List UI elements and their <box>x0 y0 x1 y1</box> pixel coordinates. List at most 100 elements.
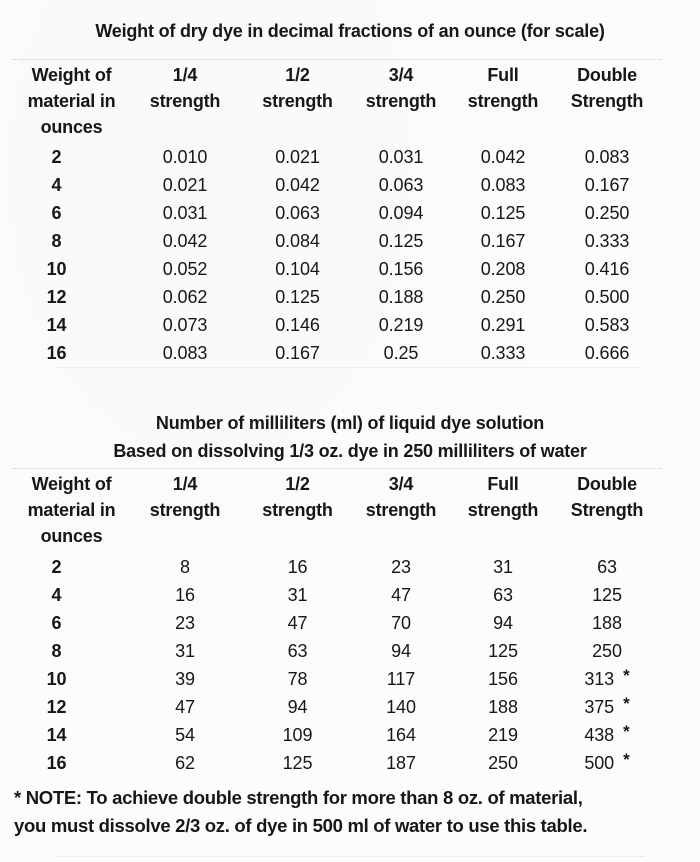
value-cell-with-asterisk: 375 * <box>554 693 660 721</box>
value-cell: 0.208 <box>480 259 526 279</box>
value-cell-with-asterisk: 500 * <box>554 749 660 777</box>
value-cell: 16 <box>175 585 195 605</box>
value-cell: 47 <box>391 585 411 605</box>
value-cell: 0.031 <box>162 203 208 223</box>
value-cell: 0.500 <box>584 287 630 307</box>
footnote: * NOTE: To achieve double strength for m… <box>14 784 700 840</box>
value-cell: 0.333 <box>584 231 630 251</box>
value-cell: 0.063 <box>378 175 424 195</box>
value-cell: 8 <box>180 557 190 577</box>
value-cell: 0.042 <box>480 147 526 167</box>
liquid-dye-table-body: 2 8 16 23 31 63 4 16 31 47 63 125 6 23 4… <box>0 553 660 777</box>
value-cell: 0.167 <box>584 175 630 195</box>
value-cell: 0.25 <box>383 343 419 363</box>
value-cell: 188 <box>488 697 518 717</box>
divider-scan-rule-mid <box>55 367 640 368</box>
material-weight-cell: 12 <box>46 697 67 717</box>
material-weight-cell: 16 <box>46 753 67 773</box>
value-cell: 70 <box>391 613 411 633</box>
asterisk-footnote-marker: * <box>623 666 630 685</box>
table2-title: Number of milliliters (ml) of liquid dye… <box>155 413 545 433</box>
value-cell: 47 <box>175 697 195 717</box>
value-cell: 0.250 <box>584 203 630 223</box>
value-cell: 117 <box>386 669 416 689</box>
value-cell: 23 <box>175 613 195 633</box>
value-cell: 140 <box>386 697 416 717</box>
value-cell: 31 <box>287 585 308 605</box>
value-cell: 0.250 <box>480 287 526 307</box>
value-cell: 94 <box>287 697 308 717</box>
col-header-full-strength: Full strength <box>467 474 539 520</box>
value-cell-with-asterisk: 313 * <box>554 665 660 693</box>
material-weight-cell: 4 <box>51 585 62 605</box>
material-weight-cell: 8 <box>51 231 62 251</box>
material-weight-cell: 2 <box>51 557 62 577</box>
divider-scan-rule-bottom <box>55 856 645 857</box>
footnote-line-1: * NOTE: To achieve double strength for m… <box>14 787 583 808</box>
value-cell: 0.052 <box>162 259 208 279</box>
value-cell: 0.021 <box>275 147 320 167</box>
col-header-material-weight: Weight of material in ounces <box>27 65 116 137</box>
col-header-three-quarter-strength: 3/4 strength <box>365 474 437 520</box>
value-cell: 0.094 <box>378 203 424 223</box>
value-cell: 250 <box>592 641 622 661</box>
value-cell: 164 <box>386 725 416 745</box>
col-header-double-strength: Double Strength <box>570 474 644 520</box>
value-cell: 63 <box>597 557 617 577</box>
material-weight-cell: 10 <box>46 259 67 279</box>
dry-dye-table-body: 2 0.010 0.021 0.031 0.042 0.083 4 0.021 … <box>0 143 660 367</box>
table2-header-row: Weight of material in ounces 1/4 strengt… <box>0 471 660 549</box>
value-cell: 0.666 <box>584 343 630 363</box>
value-cell: 0.333 <box>480 343 526 363</box>
material-weight-cell: 8 <box>51 641 62 661</box>
value-cell: 0.083 <box>480 175 526 195</box>
value-text: 438 <box>584 725 615 745</box>
value-cell: 125 <box>592 585 622 605</box>
col-header-half-strength: 1/2 strength <box>262 65 333 111</box>
value-cell: 0.010 <box>162 147 208 167</box>
asterisk-footnote-marker: * <box>623 722 630 741</box>
value-cell: 0.083 <box>162 343 208 363</box>
value-cell: 0.073 <box>162 315 208 335</box>
value-cell: 54 <box>175 725 195 745</box>
material-weight-cell: 10 <box>46 669 67 689</box>
col-header-full-strength: Full strength <box>467 65 539 111</box>
table1-title: Weight of dry dye in decimal fractions o… <box>95 21 605 41</box>
value-cell: 31 <box>175 641 195 661</box>
value-cell: 0.042 <box>275 175 320 195</box>
value-cell: 31 <box>493 557 513 577</box>
value-cell: 188 <box>592 613 622 633</box>
value-text: 375 <box>584 697 615 717</box>
col-header-half-strength: 1/2 strength <box>262 474 333 520</box>
table1-header-row: Weight of material in ounces 1/4 strengt… <box>0 62 660 140</box>
value-cell: 0.125 <box>275 287 320 307</box>
value-cell: 63 <box>287 641 308 661</box>
value-cell: 63 <box>493 585 513 605</box>
col-header-quarter-strength: 1/4 strength <box>149 65 221 111</box>
asterisk-footnote-marker: * <box>623 750 630 769</box>
material-weight-cell: 6 <box>51 203 62 223</box>
value-cell: 0.583 <box>584 315 630 335</box>
material-weight-cell: 4 <box>51 175 62 195</box>
divider-scan-rule-table2 <box>12 468 662 469</box>
value-cell-with-asterisk: 438 * <box>554 721 660 749</box>
value-cell: 125 <box>282 753 313 773</box>
col-header-quarter-strength: 1/4 strength <box>149 474 221 520</box>
value-cell: 0.104 <box>275 259 320 279</box>
value-text: 500 <box>584 753 615 773</box>
value-cell: 47 <box>287 613 308 633</box>
value-cell: 0.188 <box>378 287 424 307</box>
value-cell: 0.146 <box>275 315 320 335</box>
value-cell: 0.021 <box>162 175 208 195</box>
value-cell: 0.416 <box>584 259 630 279</box>
table2-subtitle: Based on dissolving 1/3 oz. dye in 250 m… <box>113 441 587 461</box>
col-header-three-quarter-strength: 3/4 strength <box>365 65 437 111</box>
footnote-line-2: you must dissolve 2/3 oz. of dye in 500 … <box>14 815 588 836</box>
value-cell: 0.125 <box>378 231 424 251</box>
col-header-material-weight: Weight of material in ounces <box>27 474 116 546</box>
value-cell: 0.291 <box>480 315 526 335</box>
col-header-double-strength: Double Strength <box>570 65 644 111</box>
value-cell: 109 <box>282 725 313 745</box>
value-cell: 39 <box>175 669 195 689</box>
value-cell: 16 <box>287 557 308 577</box>
